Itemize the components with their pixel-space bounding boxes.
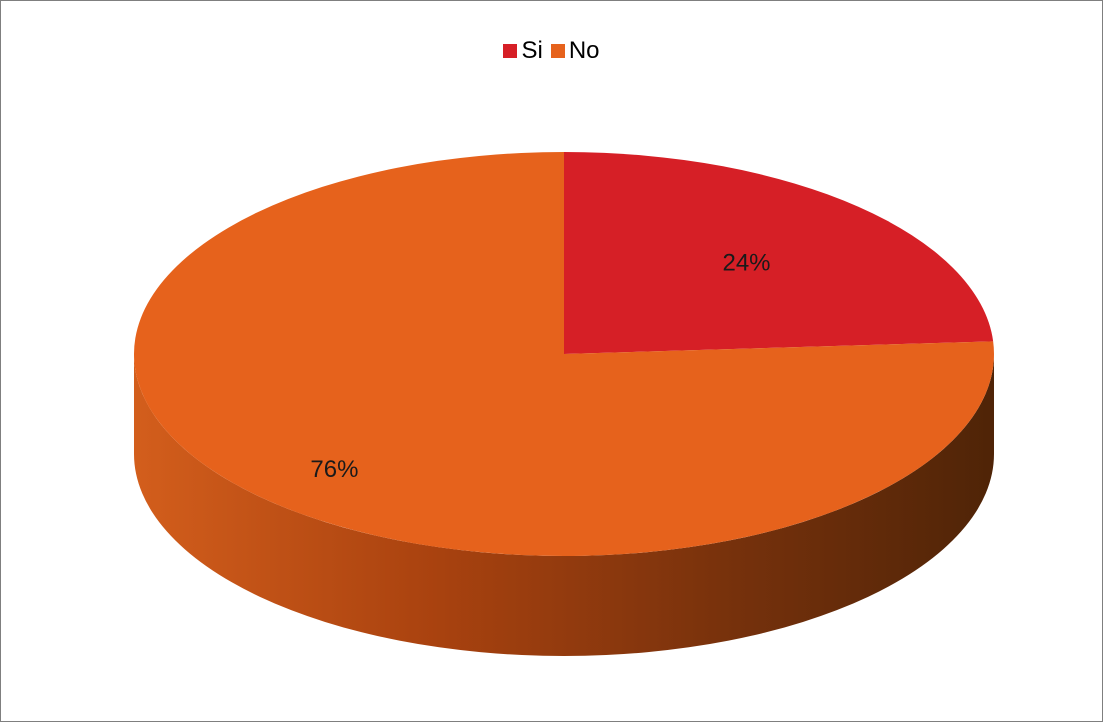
pie-slice-no [133, 152, 995, 556]
legend-item-si: Si [503, 37, 543, 65]
legend-label-si: Si [521, 37, 543, 64]
legend-item-no: No [550, 37, 600, 65]
data-label-no: 76% [310, 456, 358, 483]
data-label-si: 24% [722, 250, 770, 277]
legend-swatch-no [550, 44, 565, 58]
pie-slice-si [564, 152, 994, 354]
legend-swatch-si [503, 44, 518, 58]
pie-side-wall [134, 354, 994, 656]
legend-label-no: No [568, 37, 600, 64]
legend: Si No [1, 37, 1102, 65]
